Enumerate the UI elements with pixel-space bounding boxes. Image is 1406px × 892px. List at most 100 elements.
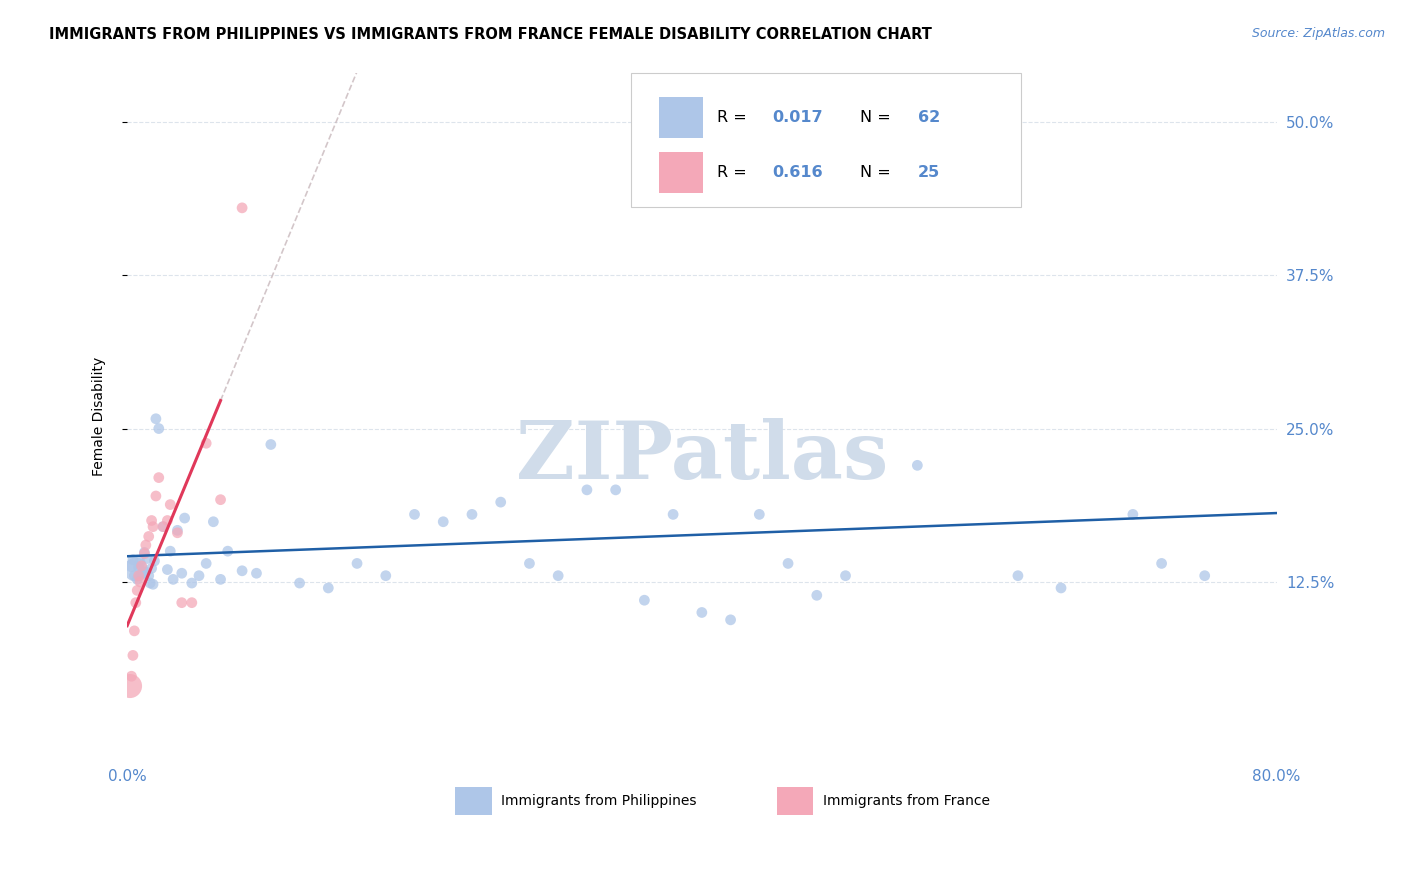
Point (159, 544, 181, 558)
Point (152, 519, 174, 533)
Point (148, 470, 170, 484)
Text: ZIPatlas: ZIPatlas (516, 418, 889, 497)
Point (519, 557, 541, 571)
Point (143, 554, 166, 568)
Point (128, 560, 150, 574)
FancyBboxPatch shape (454, 787, 492, 814)
Point (121, 669, 143, 683)
Point (129, 555, 152, 569)
Point (127, 583, 149, 598)
Text: Immigrants from Philippines: Immigrants from Philippines (501, 794, 696, 808)
Point (122, 553, 145, 567)
Point (159, 498, 181, 512)
Text: 25: 25 (918, 165, 941, 180)
Point (134, 545, 156, 559)
Point (432, 515, 454, 529)
Point (1194, 568, 1216, 582)
Point (135, 538, 157, 552)
Point (1007, 568, 1029, 582)
Point (318, 581, 340, 595)
Text: N =: N = (860, 110, 897, 125)
Text: Source: ZipAtlas.com: Source: ZipAtlas.com (1251, 27, 1385, 40)
Point (166, 524, 188, 538)
Point (776, 557, 799, 571)
Point (217, 544, 239, 558)
FancyBboxPatch shape (659, 152, 703, 194)
Point (245, 566, 267, 581)
Point (166, 525, 188, 540)
Point (145, 489, 167, 503)
Point (231, 564, 253, 578)
Point (124, 568, 146, 582)
Point (979, 139, 1001, 153)
Point (125, 596, 148, 610)
Point (122, 648, 145, 663)
Point (461, 508, 484, 522)
Point (121, 558, 143, 573)
Point (156, 514, 179, 528)
Point (575, 483, 598, 497)
Point (806, 588, 828, 602)
FancyBboxPatch shape (630, 73, 1021, 207)
Point (156, 563, 179, 577)
Point (374, 568, 396, 582)
Point (138, 529, 160, 543)
Text: 62: 62 (918, 110, 941, 125)
Point (231, 201, 253, 215)
Point (834, 568, 856, 582)
Point (131, 558, 153, 573)
Point (748, 508, 770, 522)
Point (142, 577, 165, 591)
Point (132, 565, 155, 579)
Point (905, 458, 928, 473)
Point (128, 568, 150, 582)
Text: IMMIGRANTS FROM PHILIPPINES VS IMMIGRANTS FROM FRANCE FEMALE DISABILITY CORRELAT: IMMIGRANTS FROM PHILIPPINES VS IMMIGRANT… (49, 27, 932, 42)
Text: 0.616: 0.616 (772, 165, 823, 180)
Point (1050, 581, 1073, 595)
Point (195, 557, 218, 571)
Point (129, 574, 152, 589)
Point (145, 411, 167, 425)
Point (404, 508, 426, 522)
Point (489, 495, 512, 509)
Point (605, 483, 627, 497)
Text: R =: R = (717, 165, 752, 180)
Point (1150, 557, 1173, 571)
Point (547, 568, 569, 582)
Point (152, 519, 174, 533)
Point (188, 568, 211, 582)
Text: Immigrants from France: Immigrants from France (823, 794, 990, 808)
Point (260, 437, 283, 451)
Point (202, 515, 225, 529)
Point (633, 593, 655, 607)
Point (118, 679, 141, 693)
Point (141, 561, 163, 575)
Point (209, 492, 232, 507)
FancyBboxPatch shape (776, 787, 813, 814)
Point (148, 421, 170, 435)
Point (662, 508, 685, 522)
Point (135, 565, 157, 579)
Point (720, 613, 742, 627)
Point (288, 576, 311, 591)
Point (131, 567, 153, 582)
Point (125, 563, 148, 577)
Point (136, 551, 159, 566)
Text: R =: R = (717, 110, 752, 125)
Point (134, 547, 156, 561)
Point (142, 519, 165, 533)
Text: 0.017: 0.017 (772, 110, 823, 125)
Point (124, 624, 146, 638)
Point (127, 573, 149, 587)
Point (162, 573, 184, 587)
Point (141, 514, 163, 528)
Point (209, 573, 232, 587)
Point (139, 576, 162, 591)
Y-axis label: Female Disability: Female Disability (93, 357, 107, 476)
Point (180, 576, 202, 591)
Point (346, 557, 368, 571)
Point (138, 568, 160, 582)
Point (170, 596, 193, 610)
Point (173, 511, 195, 525)
Point (180, 596, 202, 610)
